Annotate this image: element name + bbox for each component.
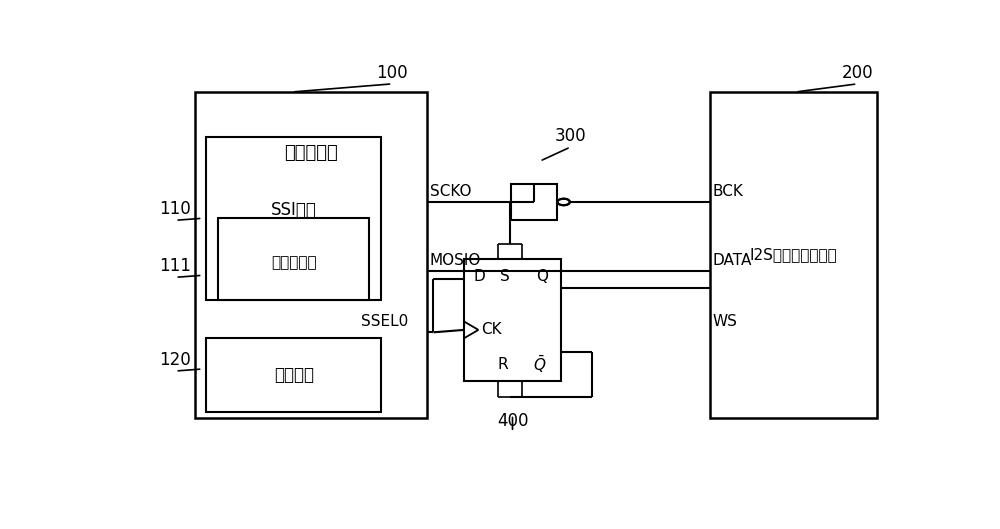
Bar: [464, 259, 561, 381]
Text: WS: WS: [712, 314, 737, 329]
Bar: [195, 92, 427, 418]
Text: I2S音频数模转换器: I2S音频数模转换器: [749, 248, 837, 262]
Text: 111: 111: [159, 257, 191, 275]
Bar: [511, 184, 557, 220]
Bar: [206, 137, 381, 300]
Circle shape: [557, 199, 570, 205]
Text: 110: 110: [160, 200, 191, 218]
Text: SSEL0: SSEL0: [361, 314, 409, 329]
Text: 比较单元: 比较单元: [274, 366, 314, 384]
Text: D: D: [474, 269, 486, 284]
Text: $\bar{Q}$: $\bar{Q}$: [533, 353, 547, 375]
Text: 200: 200: [842, 64, 873, 82]
Text: 300: 300: [555, 127, 586, 145]
Text: MOSIO: MOSIO: [430, 253, 481, 268]
Bar: [710, 92, 877, 418]
Bar: [206, 339, 381, 412]
Text: 400: 400: [497, 412, 528, 430]
Text: CK: CK: [482, 322, 502, 338]
Text: S: S: [500, 269, 510, 284]
Text: 数字处理器: 数字处理器: [284, 144, 338, 162]
Text: BCK: BCK: [712, 184, 743, 199]
Text: DATA: DATA: [712, 253, 752, 268]
Text: SCKO: SCKO: [430, 184, 471, 199]
Text: 100: 100: [377, 64, 408, 82]
Text: SSI模块: SSI模块: [271, 201, 317, 219]
Bar: [218, 218, 369, 300]
Text: 120: 120: [160, 351, 191, 369]
Text: R: R: [498, 357, 509, 371]
Text: 数据寄存器: 数据寄存器: [271, 256, 317, 270]
Text: Q: Q: [536, 269, 548, 284]
